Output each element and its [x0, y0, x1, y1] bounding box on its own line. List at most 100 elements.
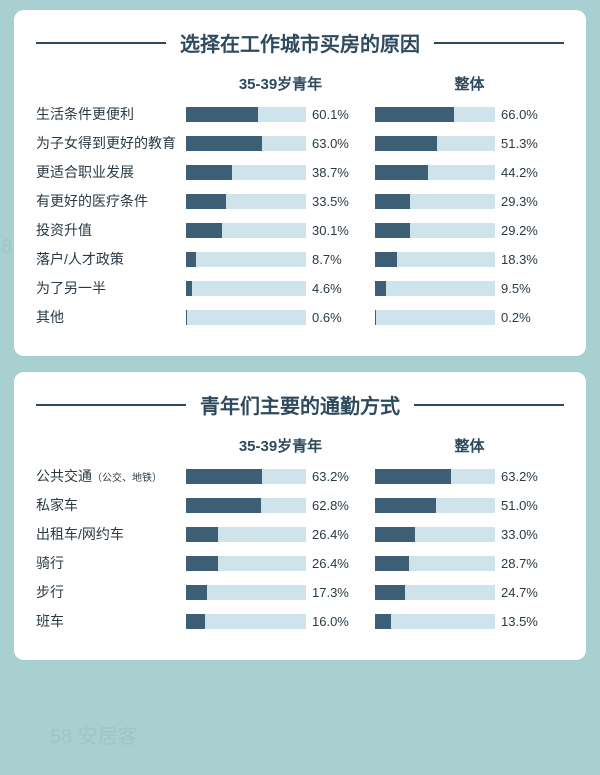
bar-column: 51.0% — [375, 498, 564, 513]
bar-column: 17.3% — [186, 585, 375, 600]
column-header: 整体 — [375, 435, 564, 456]
bar-column: 18.3% — [375, 252, 564, 267]
bar-track — [186, 527, 306, 542]
bar-column: 33.5% — [186, 194, 375, 209]
panel-title: 选择在工作城市买房的原因 — [166, 28, 434, 57]
value-label: 29.3% — [501, 194, 538, 209]
data-row: 为子女得到更好的教育63.0%51.3% — [36, 133, 564, 153]
value-label: 28.7% — [501, 556, 538, 571]
bar-column: 60.1% — [186, 107, 375, 122]
panel-title-wrap: 青年们主要的通勤方式 — [36, 390, 564, 419]
bar-fill — [186, 107, 258, 122]
value-label: 38.7% — [312, 165, 349, 180]
chart-panel: 青年们主要的通勤方式35-39岁青年整体公共交通（公交、地铁）63.2%63.2… — [14, 372, 586, 660]
value-label: 17.3% — [312, 585, 349, 600]
bar-column: 4.6% — [186, 281, 375, 296]
bar-column: 51.3% — [375, 136, 564, 151]
row-label-main: 落户/人才政策 — [36, 251, 124, 267]
bar-track — [375, 556, 495, 571]
data-row: 为了另一半4.6%9.5% — [36, 278, 564, 298]
value-label: 66.0% — [501, 107, 538, 122]
value-label: 24.7% — [501, 585, 538, 600]
bar-fill — [375, 136, 437, 151]
bar-column: 13.5% — [375, 614, 564, 629]
value-label: 26.4% — [312, 527, 349, 542]
bar-column: 28.7% — [375, 556, 564, 571]
bar-fill — [186, 136, 262, 151]
data-row: 落户/人才政策 8.7% 18.3% — [36, 249, 564, 269]
row-label: 投资升值 — [36, 220, 186, 240]
bar-track — [375, 527, 495, 542]
value-label: 30.1% — [312, 223, 349, 238]
bar-fill — [375, 527, 415, 542]
panel-title: 青年们主要的通勤方式 — [186, 390, 414, 419]
data-row: 公共交通（公交、地铁）63.2%63.2% — [36, 466, 564, 486]
bar-track — [186, 614, 306, 629]
column-header: 35-39岁青年 — [186, 435, 375, 456]
bar-column: 29.2% — [375, 223, 564, 238]
bar-fill — [375, 252, 397, 267]
bar-fill — [186, 556, 218, 571]
row-label-main: 骑行 — [36, 555, 64, 571]
panel-title-wrap: 选择在工作城市买房的原因 — [36, 28, 564, 57]
bar-column: 38.7% — [186, 165, 375, 180]
value-label: 8.7% — [312, 252, 342, 267]
bar-fill — [375, 107, 454, 122]
bar-track — [186, 107, 306, 122]
row-label-main: 出租车/网约车 — [36, 526, 124, 542]
value-label: 51.0% — [501, 498, 538, 513]
row-label: 落户/人才政策 — [36, 249, 186, 269]
value-label: 62.8% — [312, 498, 349, 513]
bar-fill — [375, 281, 386, 296]
bar-column: 9.5% — [375, 281, 564, 296]
value-label: 18.3% — [501, 252, 538, 267]
row-label: 公共交通（公交、地铁） — [36, 466, 186, 486]
row-label: 骑行 — [36, 553, 186, 573]
bar-fill — [186, 527, 218, 542]
bar-track — [186, 310, 306, 325]
row-label-main: 生活条件更便利 — [36, 106, 134, 122]
data-row: 步行17.3%24.7% — [36, 582, 564, 602]
bar-fill — [186, 281, 192, 296]
row-label-sub: （公交、地铁） — [92, 473, 162, 484]
value-label: 9.5% — [501, 281, 531, 296]
bar-track — [186, 281, 306, 296]
bar-track — [186, 252, 306, 267]
row-label-main: 有更好的医疗条件 — [36, 193, 148, 209]
row-label: 班车 — [36, 611, 186, 631]
value-label: 29.2% — [501, 223, 538, 238]
bar-track — [375, 136, 495, 151]
header-spacer — [36, 435, 186, 456]
bar-track — [375, 585, 495, 600]
value-label: 16.0% — [312, 614, 349, 629]
bar-column: 30.1% — [186, 223, 375, 238]
bar-track — [375, 281, 495, 296]
row-label-main: 更适合职业发展 — [36, 164, 134, 180]
row-label: 生活条件更便利 — [36, 104, 186, 124]
bar-fill — [375, 223, 410, 238]
bar-track — [186, 585, 306, 600]
value-label: 63.2% — [312, 469, 349, 484]
row-label: 私家车 — [36, 495, 186, 515]
bar-fill — [186, 252, 196, 267]
value-label: 33.0% — [501, 527, 538, 542]
row-label-main: 投资升值 — [36, 222, 92, 238]
bar-fill — [186, 614, 205, 629]
data-row: 出租车/网约车 26.4% 33.0% — [36, 524, 564, 544]
bar-column: 44.2% — [375, 165, 564, 180]
bar-column: 63.2% — [186, 469, 375, 484]
bar-column: 62.8% — [186, 498, 375, 513]
title-line-left — [36, 404, 186, 406]
data-row: 更适合职业发展 38.7% 44.2% — [36, 162, 564, 182]
data-row: 其他0.6%0.2% — [36, 307, 564, 327]
row-label: 更适合职业发展 — [36, 162, 186, 182]
bar-fill — [186, 585, 207, 600]
bar-fill — [186, 223, 222, 238]
header-spacer — [36, 73, 186, 94]
bar-column: 29.3% — [375, 194, 564, 209]
bar-column: 0.6% — [186, 310, 375, 325]
row-label-main: 其他 — [36, 309, 64, 325]
bar-fill — [375, 469, 451, 484]
data-row: 生活条件更便利 60.1% 66.0% — [36, 104, 564, 124]
bar-fill — [186, 469, 262, 484]
